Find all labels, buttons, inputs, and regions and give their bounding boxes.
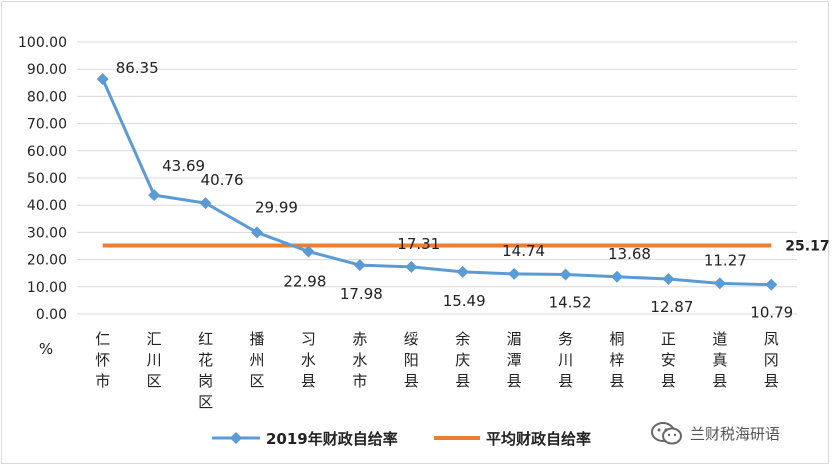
y-tick-label: 20.00	[27, 253, 67, 269]
data-label: 13.68	[608, 245, 651, 263]
y-unit-label: %	[39, 340, 53, 358]
watermark-text: 兰财税海研语	[690, 424, 781, 443]
y-tick-label: 90.00	[27, 62, 67, 78]
y-tick-label: 70.00	[27, 117, 67, 133]
x-tick-label: 红花岗区	[198, 330, 213, 411]
data-point	[405, 260, 418, 273]
x-tick-label: 道真县	[712, 330, 727, 390]
data-label: 43.69	[162, 157, 205, 175]
data-label: 29.99	[255, 198, 298, 216]
x-tick-label: 习水县	[301, 330, 316, 390]
data-point	[765, 278, 778, 291]
data-point	[456, 265, 469, 278]
data-point	[302, 245, 315, 258]
data-point	[559, 268, 572, 281]
x-tick-label: 仁怀市	[95, 330, 110, 390]
x-tick-label: 正安县	[661, 330, 676, 390]
data-point	[96, 73, 109, 86]
data-label: 15.49	[443, 292, 486, 310]
data-point	[611, 270, 623, 283]
series-line	[101, 78, 772, 287]
y-tick-label: 80.00	[27, 89, 67, 105]
watermark: 兰财税海研语	[650, 420, 780, 446]
data-label: 17.98	[340, 285, 383, 303]
wechat-icon	[651, 422, 682, 445]
y-tick-label: 30.00	[27, 225, 67, 241]
x-tick-label: 汇川区	[147, 330, 162, 390]
x-tick-label: 凤冈县	[764, 330, 779, 390]
data-point	[148, 189, 161, 202]
x-tick-label: 播州区	[249, 330, 264, 390]
data-point	[353, 259, 366, 272]
y-tick-label: 100.00	[18, 35, 67, 51]
y-tick-label: 40.00	[27, 198, 67, 214]
data-point	[508, 267, 521, 280]
x-tick-label: 务川县	[558, 330, 573, 390]
data-label: 22.98	[283, 272, 326, 290]
legend-label-average: 平均财政自给率	[486, 430, 591, 448]
data-point	[199, 197, 212, 210]
average-label: 25.17	[785, 239, 829, 255]
data-label: 86.35	[116, 59, 159, 77]
data-label: 10.79	[750, 304, 793, 322]
x-tick-label: 余庆县	[455, 330, 470, 390]
x-tick-label: 赤水市	[352, 330, 367, 390]
x-tick-label: 湄潭县	[507, 330, 522, 390]
y-tick-label: 60.00	[27, 144, 67, 160]
data-point	[662, 272, 675, 285]
y-tick-label: 10.00	[27, 280, 67, 296]
legend-marker	[230, 432, 242, 444]
x-tick-label: 桐梓县	[609, 330, 624, 390]
data-label: 14.52	[549, 294, 592, 312]
data-label: 40.76	[201, 171, 244, 189]
x-tick-label: 绥阳县	[404, 330, 419, 390]
data-point	[713, 277, 726, 290]
data-label: 11.27	[704, 251, 747, 269]
y-tick-label: 50.00	[27, 171, 67, 187]
legend-label-series: 2019年财政自给率	[266, 430, 398, 448]
y-tick-label: 0.00	[36, 307, 67, 323]
data-label: 17.31	[397, 235, 440, 253]
data-label: 12.87	[650, 298, 693, 316]
data-point	[251, 226, 263, 239]
data-label: 14.74	[502, 242, 545, 260]
